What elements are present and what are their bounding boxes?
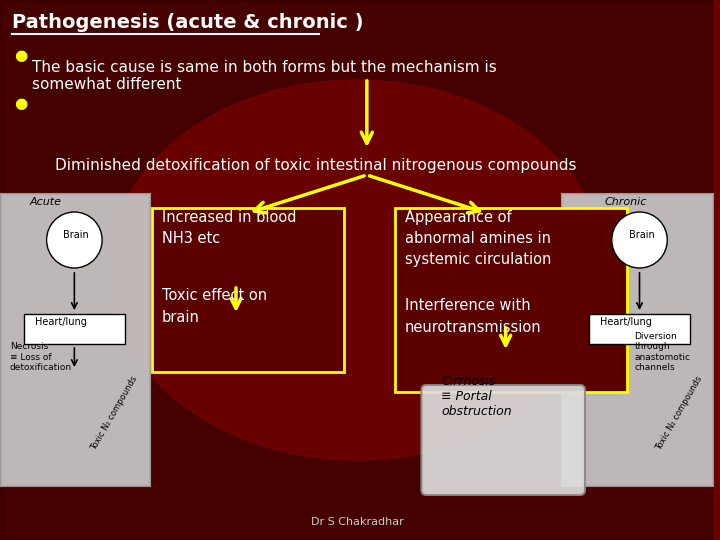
Text: Chronic: Chronic [605,197,647,207]
FancyBboxPatch shape [395,208,626,392]
FancyBboxPatch shape [589,314,690,344]
Text: Heart/lung: Heart/lung [600,317,652,327]
Text: Toxic N₂ compounds: Toxic N₂ compounds [654,375,704,452]
Text: Diminished detoxification of toxic intestinal nitrogenous compounds: Diminished detoxification of toxic intes… [55,158,576,173]
Text: ●: ● [14,96,27,111]
Circle shape [612,212,667,268]
Text: abnormal amines in: abnormal amines in [405,231,551,246]
Text: neurotransmission: neurotransmission [405,320,541,335]
FancyBboxPatch shape [562,194,713,486]
Text: ●: ● [14,48,27,63]
FancyBboxPatch shape [1,194,150,486]
FancyBboxPatch shape [421,385,585,495]
Text: Interference with: Interference with [405,298,530,313]
Text: Pathogenesis (acute & chronic ): Pathogenesis (acute & chronic ) [12,13,364,32]
Text: Toxic effect on: Toxic effect on [161,288,266,303]
Text: brain: brain [161,310,199,325]
Text: Toxic N₂ compounds: Toxic N₂ compounds [89,375,139,452]
FancyBboxPatch shape [152,208,344,372]
Text: systemic circulation: systemic circulation [405,252,551,267]
Text: Brain: Brain [629,230,654,240]
Text: Appearance of: Appearance of [405,210,511,225]
Text: Cirrhosis
≡ Portal
obstruction: Cirrhosis ≡ Portal obstruction [441,375,512,418]
Text: Brain: Brain [63,230,89,240]
Text: Increased in blood: Increased in blood [161,210,296,225]
Ellipse shape [109,80,605,460]
Text: Heart/lung: Heart/lung [35,317,86,327]
FancyBboxPatch shape [24,314,125,344]
Text: Necrosis
≡ Loss of
detoxification: Necrosis ≡ Loss of detoxification [10,342,72,372]
Text: Dr S Chakradhar: Dr S Chakradhar [310,517,403,527]
Text: NH3 etc: NH3 etc [161,231,220,246]
Text: Diversion
through
anastomotic
channels: Diversion through anastomotic channels [634,332,690,372]
Text: Acute: Acute [30,197,62,207]
Circle shape [47,212,102,268]
Text: The basic cause is same in both forms but the mechanism is
somewhat different: The basic cause is same in both forms bu… [32,60,497,92]
